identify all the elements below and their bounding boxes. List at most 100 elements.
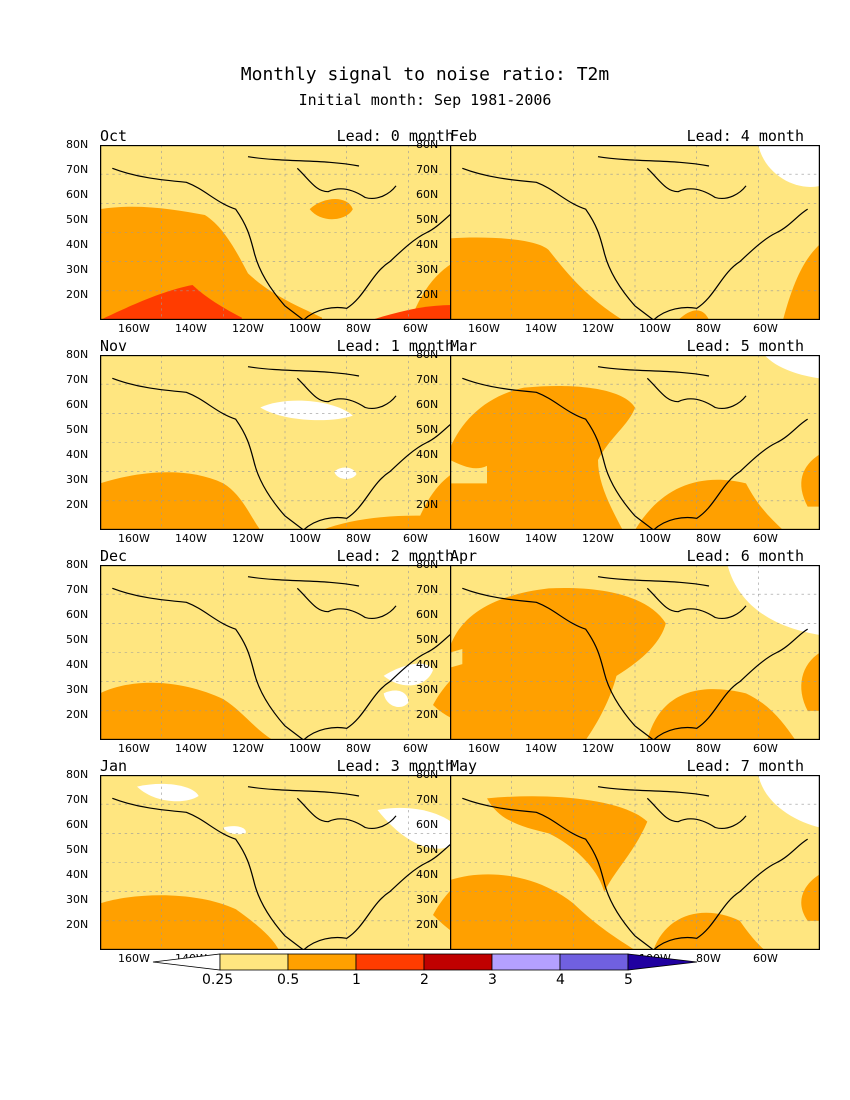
lat-tick-label: 20N [416,288,439,301]
colorbar-label: 1 [352,972,361,988]
lat-tick-label: 70N [416,583,439,596]
colorbar-label: 0.25 [202,972,234,988]
colorbar-label: 5 [624,972,633,988]
lat-tick-label: 20N [66,498,89,511]
lat-tick-label: 50N [416,213,439,226]
lat-tick-label: 70N [416,793,439,806]
lon-tick-label: 80W [346,952,371,965]
panel-month-label: Apr [450,547,478,565]
lat-tick-label: 50N [416,843,439,856]
lon-tick-label: 140W [175,742,207,755]
lon-tick-label: 140W [525,742,557,755]
map-panel-apr: Apr Lead: 6 month 80N 70N 60N 50N 40N 30N 20N 1… [416,547,820,755]
lat-tick-label: 70N [416,163,439,176]
map-panel-feb: Feb Lead: 4 month 80N 70N 60N 50N 40N 30N 20N 1… [416,127,820,335]
gridlines [450,355,820,530]
lon-tick-label: 160W [468,742,500,755]
lon-tick-label: 100W [289,322,321,335]
colorbar-label: 4 [556,972,565,988]
lon-tick-label: 100W [289,532,321,545]
gridlines [100,775,470,950]
lat-tick-label: 40N [66,238,89,251]
panel-lead-label: Lead: 1 month [336,337,454,355]
panel-lead-label: Lead: 4 month [686,127,804,145]
lat-tick-label: 40N [416,448,439,461]
map-panel-oct: Oct Lead: 0 month 80N 70N 60N 50N 40N 30N 20N 1… [66,127,470,335]
lat-tick-label: 30N [66,473,89,486]
lat-tick-label: 40N [416,238,439,251]
panel-lead-label: Lead: 7 month [686,757,804,775]
map-panel-may: May Lead: 7 month 80N 70N 60N 50N 40N 30N 20N 1… [416,757,820,965]
coastline [112,576,458,740]
lat-tick-label: 40N [66,658,89,671]
lon-tick-label: 140W [525,952,557,965]
lon-tick-label: 80W [696,742,721,755]
gridlines [450,775,820,950]
lon-tick-label: 100W [289,952,321,965]
lat-tick-label: 40N [66,448,89,461]
lon-tick-label: 80W [696,532,721,545]
lon-tick-label: 60W [403,742,428,755]
panel-month-label: Oct [100,127,128,145]
lon-tick-label: 100W [639,532,671,545]
lat-tick-label: 80N [416,558,439,571]
panel-month-label: Dec [100,547,128,565]
lat-tick-label: 30N [416,683,439,696]
coastline [462,786,808,950]
lat-tick-label: 50N [416,423,439,436]
map-panel-dec: Dec Lead: 2 month 80N 70N 60N 50N 40N 30N 20N 1… [66,547,470,755]
panel-lead-label: Lead: 3 month [336,757,454,775]
lat-tick-label: 20N [416,708,439,721]
lat-tick-label: 40N [416,868,439,881]
lat-tick-label: 30N [66,893,89,906]
lat-tick-label: 70N [416,373,439,386]
map-panel-jan: Jan Lead: 3 month 80N 70N 60N 50N 40N 30N 20N 1… [66,757,470,965]
figure-subtitle: Initial month: Sep 1981-2006 [298,91,552,109]
panel-lead-label: Lead: 6 month [686,547,804,565]
lat-tick-label: 20N [66,708,89,721]
gridlines [100,145,470,320]
lat-tick-label: 50N [66,633,89,646]
lon-tick-label: 120W [232,532,264,545]
lat-tick-label: 70N [66,793,89,806]
lon-tick-label: 60W [753,322,778,335]
lat-tick-label: 80N [66,768,89,781]
map [100,775,470,950]
lat-tick-label: 80N [66,138,89,151]
lat-tick-label: 30N [416,263,439,276]
lat-tick-label: 40N [66,868,89,881]
lat-tick-label: 60N [416,188,439,201]
lat-tick-label: 50N [416,633,439,646]
gridlines [100,355,470,530]
lat-tick-label: 70N [66,163,89,176]
lon-tick-label: 100W [639,322,671,335]
lon-tick-label: 80W [346,322,371,335]
coastline [462,576,808,740]
lon-tick-label: 160W [118,952,150,965]
panel-month-label: Feb [450,127,478,145]
lat-tick-label: 40N [416,658,439,671]
lat-tick-label: 60N [416,398,439,411]
lon-tick-label: 160W [468,322,500,335]
lat-tick-label: 60N [66,818,89,831]
lat-tick-label: 80N [416,768,439,781]
coastline [462,156,808,320]
map [100,565,470,740]
lon-tick-label: 120W [232,742,264,755]
lon-tick-label: 100W [289,742,321,755]
lon-tick-label: 60W [403,532,428,545]
gridlines [450,145,820,320]
lon-tick-label: 120W [232,322,264,335]
lat-tick-label: 60N [66,608,89,621]
panel-lead-label: Lead: 2 month [336,547,454,565]
coastline [112,366,458,530]
lat-tick-label: 60N [416,818,439,831]
lon-tick-label: 80W [696,952,721,965]
gridlines [450,565,820,740]
lon-tick-label: 160W [468,532,500,545]
map-panel-mar: Mar Lead: 5 month 80N 70N 60N 50N 40N 30N 20N 1… [416,337,820,545]
colorbar-label: 3 [488,972,497,988]
lat-tick-label: 50N [66,843,89,856]
panel-month-label: May [450,757,478,775]
map [450,145,820,320]
